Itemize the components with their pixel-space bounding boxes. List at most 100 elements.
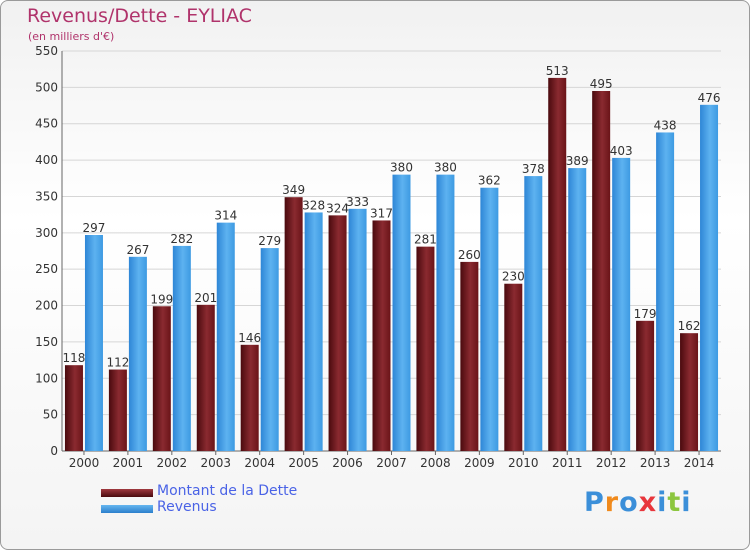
chart-subtitle: (en milliers d'€) bbox=[28, 30, 115, 43]
logo-letter: o bbox=[619, 487, 639, 518]
bar-dette bbox=[504, 283, 523, 451]
data-label-dette: 324 bbox=[326, 201, 349, 215]
data-label-revenus: 403 bbox=[610, 144, 633, 158]
proxiti-logo: Proxiti bbox=[584, 487, 692, 518]
bar-dette bbox=[636, 320, 655, 451]
data-label-dette: 260 bbox=[458, 248, 481, 262]
data-label-revenus: 380 bbox=[390, 161, 413, 175]
bar-dette bbox=[460, 261, 479, 451]
bar-revenus bbox=[172, 245, 191, 451]
y-tick-label: 350 bbox=[35, 189, 58, 203]
logo-letter: x bbox=[638, 487, 658, 518]
y-tick-label: 100 bbox=[35, 371, 58, 385]
bar-revenus bbox=[656, 132, 675, 452]
y-tick-label: 250 bbox=[35, 262, 58, 276]
y-tick-label: 200 bbox=[35, 299, 58, 313]
x-tick-label: 2013 bbox=[640, 456, 671, 470]
x-tick-label: 2001 bbox=[113, 456, 144, 470]
data-label-dette: 201 bbox=[194, 291, 217, 305]
data-label-dette: 162 bbox=[678, 319, 701, 333]
x-tick-label: 2007 bbox=[376, 456, 407, 470]
data-label-revenus: 279 bbox=[258, 234, 281, 248]
x-tick-label: 2005 bbox=[288, 456, 319, 470]
bar-dette bbox=[284, 197, 303, 451]
bar-dette bbox=[372, 220, 391, 451]
bar-revenus bbox=[84, 235, 103, 451]
bar-revenus bbox=[304, 212, 323, 451]
bar-revenus bbox=[260, 248, 279, 451]
legend-swatch-dette bbox=[101, 489, 153, 497]
data-label-revenus: 267 bbox=[126, 243, 149, 257]
bar-dette bbox=[592, 91, 611, 451]
logo-letter: P bbox=[584, 487, 605, 518]
x-tick-label: 2009 bbox=[464, 456, 495, 470]
legend-label-revenus: Revenus bbox=[157, 499, 217, 515]
bar-dette bbox=[64, 365, 83, 451]
chart-title: Revenus/Dette - EYLIAC bbox=[27, 5, 252, 27]
bar-dette bbox=[240, 344, 259, 451]
x-tick-label: 2004 bbox=[244, 456, 275, 470]
data-label-revenus: 297 bbox=[83, 221, 106, 235]
data-label-dette: 112 bbox=[106, 356, 129, 370]
bar-dette bbox=[548, 77, 567, 451]
bar-revenus bbox=[348, 208, 367, 451]
x-tick-label: 2010 bbox=[508, 456, 539, 470]
data-label-revenus: 282 bbox=[170, 232, 193, 246]
legend-label-dette: Montant de la Dette bbox=[157, 483, 298, 499]
bar-revenus bbox=[436, 174, 455, 452]
data-label-revenus: 328 bbox=[302, 198, 325, 212]
data-label-revenus: 476 bbox=[698, 91, 721, 105]
y-tick-label: 150 bbox=[35, 335, 58, 349]
data-label-revenus: 380 bbox=[434, 161, 457, 175]
x-tick-label: 2014 bbox=[684, 456, 715, 470]
y-tick-label: 300 bbox=[35, 226, 58, 240]
data-label-dette: 230 bbox=[502, 270, 525, 284]
legend-swatch-revenus bbox=[101, 505, 153, 513]
logo-letter: i bbox=[657, 487, 668, 518]
y-tick-label: 550 bbox=[35, 44, 58, 58]
x-tick-label: 2002 bbox=[157, 456, 188, 470]
data-label-dette: 118 bbox=[63, 351, 86, 365]
data-label-dette: 146 bbox=[238, 331, 261, 345]
data-label-dette: 281 bbox=[414, 233, 437, 247]
data-label-dette: 317 bbox=[370, 206, 393, 220]
data-label-dette: 495 bbox=[590, 77, 613, 91]
x-tick-label: 2011 bbox=[552, 456, 583, 470]
x-tick-label: 2003 bbox=[200, 456, 231, 470]
logo-letter: t bbox=[667, 487, 682, 518]
bar-dette bbox=[152, 306, 171, 451]
bar-revenus bbox=[612, 157, 631, 451]
data-label-dette: 199 bbox=[150, 292, 173, 306]
logo-letter: i bbox=[681, 487, 692, 518]
y-tick-label: 450 bbox=[35, 117, 58, 131]
bar-dette bbox=[196, 304, 215, 451]
y-tick-label: 0 bbox=[50, 444, 58, 458]
data-label-revenus: 389 bbox=[566, 154, 589, 168]
bar-revenus bbox=[392, 174, 411, 452]
bar-revenus bbox=[524, 176, 543, 451]
data-label-revenus: 333 bbox=[346, 195, 369, 209]
bar-dette bbox=[108, 369, 127, 451]
bar-revenus bbox=[568, 168, 587, 451]
data-label-dette: 513 bbox=[546, 64, 569, 78]
y-tick-label: 500 bbox=[35, 80, 58, 94]
bar-revenus bbox=[216, 222, 235, 451]
bar-revenus bbox=[128, 256, 147, 451]
data-label-dette: 349 bbox=[282, 183, 305, 197]
y-tick-label: 400 bbox=[35, 153, 58, 167]
bar-dette bbox=[328, 215, 347, 451]
x-tick-label: 2008 bbox=[420, 456, 451, 470]
x-tick-label: 2006 bbox=[332, 456, 363, 470]
bar-revenus bbox=[700, 104, 719, 452]
logo-letter: r bbox=[604, 487, 620, 518]
data-label-revenus: 314 bbox=[214, 209, 237, 223]
data-label-dette: 179 bbox=[634, 307, 657, 321]
bar-dette bbox=[416, 246, 435, 451]
data-label-revenus: 378 bbox=[522, 162, 545, 176]
bar-revenus bbox=[480, 187, 499, 451]
data-label-revenus: 438 bbox=[654, 118, 677, 132]
x-tick-label: 2012 bbox=[596, 456, 627, 470]
x-tick-label: 2000 bbox=[69, 456, 100, 470]
